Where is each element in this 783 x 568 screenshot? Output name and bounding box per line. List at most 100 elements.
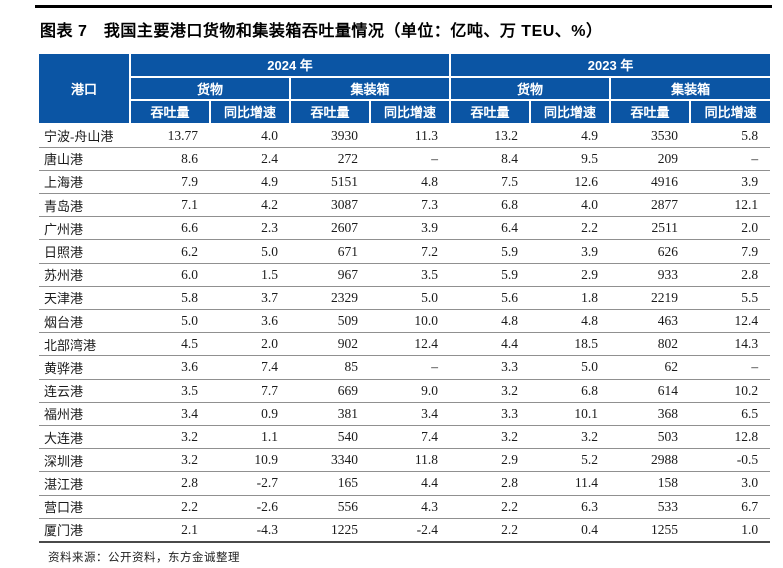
value-cell: –	[690, 355, 771, 380]
table-row: 唐山港 8.6 2.4 272 – 8.4 9.5 209 –	[39, 147, 771, 171]
table-row: 烟台港 5.0 3.6 509 10.0 4.8 4.8 463 12.4	[39, 309, 771, 334]
value-cell: 6.5	[690, 402, 771, 426]
col-header-growth: 同比增速	[209, 99, 291, 125]
port-cell: 烟台港	[39, 309, 130, 334]
table-title: 图表 7 我国主要港口货物和集装箱吞吐量情况（单位：亿吨、万 TEU、%）	[40, 23, 603, 40]
value-cell: 2.9	[530, 263, 611, 287]
value-cell: 12.4	[690, 309, 771, 334]
value-cell: 509	[290, 309, 370, 334]
value-cell: 272	[290, 147, 370, 171]
value-cell: 967	[290, 263, 370, 287]
value-cell: -0.5	[690, 448, 771, 473]
table-row: 青岛港 7.1 4.2 3087 7.3 6.8 4.0 2877 12.1	[39, 193, 771, 218]
col-header-container-2024: 集装箱	[288, 75, 452, 101]
value-cell: 4.8	[370, 170, 451, 195]
table-row: 厦门港 2.1 -4.3 1225 -2.4 2.2 0.4 1255 1.0	[39, 518, 771, 543]
value-cell: 4.9	[210, 170, 290, 195]
value-cell: 2607	[290, 216, 370, 241]
value-cell: 368	[610, 402, 691, 426]
value-cell: 1.1	[210, 425, 290, 450]
value-cell: 802	[610, 332, 691, 357]
value-cell: 7.9	[130, 170, 210, 195]
port-cell: 深圳港	[39, 448, 130, 473]
value-cell: 2.2	[530, 216, 611, 241]
value-cell: 5.8	[690, 123, 771, 148]
value-cell: 7.1	[130, 193, 210, 218]
value-cell: 5.0	[370, 286, 451, 311]
value-cell: 6.8	[450, 193, 531, 218]
value-cell: 3087	[290, 193, 370, 218]
value-cell: 626	[610, 239, 691, 264]
value-cell: 3.4	[130, 402, 210, 426]
col-header-container-2023: 集装箱	[609, 75, 771, 101]
value-cell: 5151	[290, 170, 370, 195]
value-cell: 5.2	[530, 448, 611, 473]
value-cell: 11.4	[530, 471, 611, 496]
value-cell: 209	[610, 147, 691, 171]
table-row: 湛江港 2.8 -2.7 165 4.4 2.8 11.4 158 3.0	[39, 471, 771, 496]
value-cell: 3.3	[450, 355, 531, 380]
value-cell: 5.0	[530, 355, 611, 380]
port-cell: 宁波-舟山港	[39, 123, 130, 148]
value-cell: 10.0	[370, 309, 451, 334]
header-row-groups: 货物 集装箱 货物 集装箱	[39, 75, 771, 101]
value-cell: 381	[290, 402, 370, 426]
value-cell: 1225	[290, 518, 370, 543]
value-cell: 463	[610, 309, 691, 334]
value-cell: 3.0	[690, 471, 771, 496]
table-row: 大连港 3.2 1.1 540 7.4 3.2 3.2 503 12.8	[39, 425, 771, 450]
value-cell: -4.3	[210, 518, 290, 543]
port-cell: 青岛港	[39, 193, 130, 218]
value-cell: 2.9	[450, 448, 531, 473]
value-cell: 0.9	[210, 402, 290, 426]
value-cell: 5.0	[210, 239, 290, 264]
value-cell: 2329	[290, 286, 370, 311]
value-cell: -2.4	[370, 518, 451, 543]
value-cell: 5.8	[130, 286, 210, 311]
value-cell: 3.3	[450, 402, 531, 426]
value-cell: –	[370, 147, 451, 171]
value-cell: 7.3	[370, 193, 451, 218]
value-cell: 2.8	[690, 263, 771, 287]
value-cell: 11.8	[370, 448, 451, 473]
port-cell: 上海港	[39, 170, 130, 195]
value-cell: 7.2	[370, 239, 451, 264]
value-cell: 2988	[610, 448, 691, 473]
value-cell: 4.4	[370, 471, 451, 496]
value-cell: 2219	[610, 286, 691, 311]
table-row: 福州港 3.4 0.9 381 3.4 3.3 10.1 368 6.5	[39, 402, 771, 426]
port-cell: 广州港	[39, 216, 130, 241]
col-header-throughput: 吞吐量	[289, 99, 371, 125]
value-cell: 3.4	[370, 402, 451, 426]
col-header-2023: 2023 年	[449, 54, 771, 78]
value-cell: 533	[610, 495, 691, 519]
value-cell: 0.4	[530, 518, 611, 543]
value-cell: 3.5	[370, 263, 451, 287]
value-cell: 13.2	[450, 123, 531, 148]
value-cell: 5.9	[450, 263, 531, 287]
top-rule	[35, 5, 772, 8]
value-cell: 9.0	[370, 379, 451, 403]
value-cell: 6.8	[530, 379, 611, 403]
value-cell: 11.3	[370, 123, 451, 148]
value-cell: –	[370, 355, 451, 380]
header-row-years: 港口 2024 年 2023 年	[39, 54, 771, 125]
value-cell: 2.4	[210, 147, 290, 171]
value-cell: 12.6	[530, 170, 611, 195]
port-cell: 大连港	[39, 425, 130, 450]
col-header-cargo-2023: 货物	[449, 75, 612, 101]
value-cell: 4.4	[450, 332, 531, 357]
value-cell: 8.6	[130, 147, 210, 171]
value-cell: 3.5	[130, 379, 210, 403]
value-cell: 7.9	[690, 239, 771, 264]
value-cell: 10.9	[210, 448, 290, 473]
port-cell: 北部湾港	[39, 332, 130, 357]
value-cell: 4.3	[370, 495, 451, 519]
value-cell: 8.4	[450, 147, 531, 171]
value-cell: 18.5	[530, 332, 611, 357]
value-cell: 556	[290, 495, 370, 519]
value-cell: 5.9	[450, 239, 531, 264]
port-cell: 营口港	[39, 495, 130, 519]
value-cell: 5.5	[690, 286, 771, 311]
value-cell: 165	[290, 471, 370, 496]
